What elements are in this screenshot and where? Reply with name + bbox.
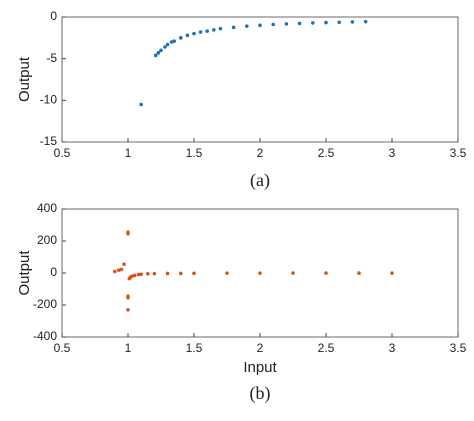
x-axis-label: Input (243, 359, 277, 376)
caption: (b) (250, 383, 271, 404)
point (126, 232, 130, 236)
y-tick-label: -5 (46, 51, 57, 65)
point (126, 296, 130, 300)
point (350, 20, 355, 24)
point (390, 271, 394, 275)
x-tick-label: 1 (125, 146, 132, 160)
x-tick-label: 1.5 (186, 146, 203, 160)
point (225, 271, 229, 275)
point (258, 271, 262, 275)
point (122, 262, 126, 267)
point (159, 48, 163, 53)
point (185, 33, 190, 38)
point (205, 29, 209, 33)
y-axis-label: Output (16, 56, 33, 102)
y-tick-label: 0 (50, 265, 57, 279)
plot-area (61, 16, 459, 143)
x-tick-label: 1 (125, 341, 132, 355)
y-tick-label: -200 (33, 297, 57, 311)
point (153, 53, 158, 58)
x-tick-label: 3 (389, 146, 396, 160)
point (271, 22, 276, 27)
x-tick-label: 2.5 (318, 146, 335, 160)
point (284, 22, 289, 26)
x-tick-label: 2 (257, 146, 264, 160)
point (165, 42, 170, 47)
y-tick-label: -400 (33, 329, 57, 343)
x-tick-label: 2.5 (318, 341, 335, 355)
point (198, 30, 203, 34)
y-tick-label: 400 (37, 201, 57, 215)
point (258, 23, 262, 28)
x-tick-label: 2 (257, 341, 264, 355)
x-tick-label: 3.5 (450, 341, 467, 355)
point (113, 269, 117, 274)
point (119, 267, 124, 272)
y-axis-label: Output (16, 250, 33, 296)
y-tick-label: 200 (37, 233, 57, 247)
point (311, 21, 315, 25)
point (324, 20, 328, 25)
point (126, 308, 130, 312)
point (152, 271, 157, 276)
x-tick-label: 3 (389, 341, 396, 355)
point (172, 39, 176, 43)
y-tick-label: -10 (40, 93, 58, 107)
point (156, 51, 161, 55)
point (212, 28, 216, 32)
point (363, 19, 368, 24)
point (291, 271, 295, 275)
x-tick-label: 0.5 (54, 341, 71, 355)
point (297, 21, 302, 26)
point (179, 271, 183, 276)
caption: (a) (250, 170, 270, 191)
point (231, 25, 236, 30)
point (218, 26, 223, 31)
x-tick-label: 3.5 (450, 146, 467, 160)
point (139, 102, 143, 107)
point (245, 24, 249, 28)
point (324, 271, 328, 275)
y-tick-label: -15 (40, 134, 58, 148)
x-tick-label: 0.5 (54, 146, 71, 160)
x-tick-label: 1.5 (186, 341, 203, 355)
point (192, 31, 196, 36)
y-tick-label: 0 (50, 9, 57, 23)
point (357, 271, 361, 275)
point (337, 20, 342, 25)
point (163, 45, 167, 49)
point (139, 272, 143, 277)
point (146, 272, 150, 276)
point (179, 36, 183, 40)
point (132, 273, 137, 278)
point (192, 271, 196, 276)
point (136, 272, 141, 277)
point (165, 271, 170, 276)
